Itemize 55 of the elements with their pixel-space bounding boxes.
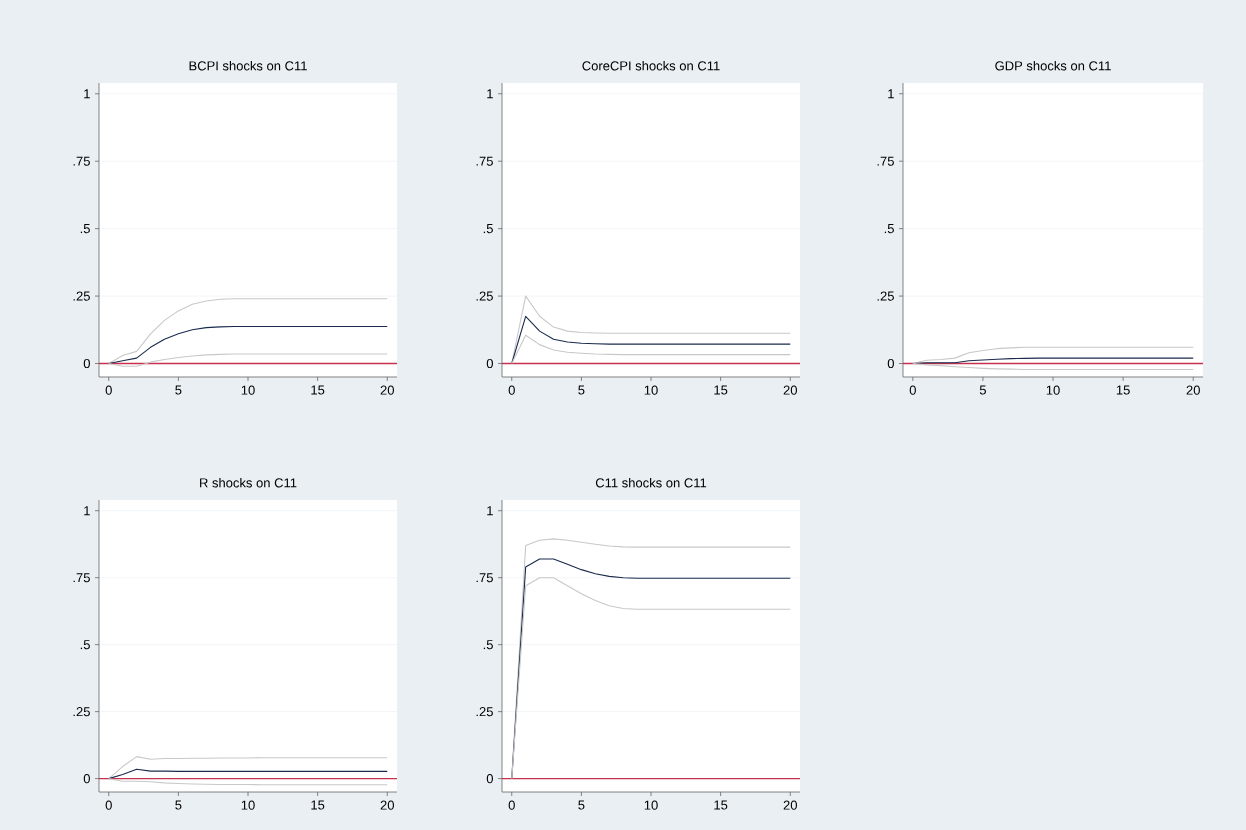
x-tick-label: 5 — [578, 800, 585, 810]
y-tick-label: .5 — [80, 640, 90, 650]
chart-title: CoreCPI shocks on C11 — [582, 60, 720, 71]
x-tick-label: 0 — [105, 385, 112, 395]
chart-title: R shocks on C11 — [200, 477, 297, 488]
x-tick-label: 15 — [714, 800, 728, 810]
y-tick-label: .75 — [877, 156, 894, 166]
y-tick-label: .5 — [884, 224, 894, 234]
x-tick-label: 0 — [508, 800, 515, 810]
y-tick-label: 1 — [84, 506, 90, 516]
x-tick-label: 15 — [311, 385, 325, 395]
y-tick-label: 0 — [486, 358, 493, 369]
x-tick-label: 20 — [783, 385, 797, 395]
x-tick-label: 10 — [241, 800, 255, 810]
x-tick-label: 5 — [578, 385, 585, 395]
y-tick-label: .75 — [476, 156, 493, 166]
x-tick-label: 20 — [1186, 385, 1200, 395]
y-tick-label: .5 — [80, 224, 90, 234]
y-tick-label: .25 — [73, 707, 90, 717]
x-tick-label: 15 — [311, 800, 325, 810]
x-tick-label: 20 — [380, 800, 394, 810]
x-tick-label: 0 — [105, 800, 112, 810]
y-tick-label: 0 — [887, 358, 894, 369]
y-tick-label: .25 — [73, 291, 90, 301]
y-tick-label: .5 — [483, 640, 493, 650]
y-tick-label: 0 — [486, 774, 493, 784]
x-tick-label: 10 — [644, 385, 658, 395]
y-tick-label: 1 — [487, 89, 493, 99]
x-tick-label: 10 — [1046, 385, 1060, 395]
x-tick-label: 15 — [1116, 385, 1130, 395]
x-tick-label: 10 — [644, 800, 658, 810]
y-tick-label: 0 — [83, 774, 90, 784]
y-tick-label: .75 — [73, 156, 90, 166]
x-tick-label: 20 — [783, 800, 797, 810]
x-tick-label: 5 — [175, 385, 182, 395]
chart-title: C11 shocks on C11 — [595, 477, 707, 488]
y-tick-label: 1 — [888, 89, 894, 99]
y-tick-label: 1 — [487, 506, 493, 516]
y-tick-label: .75 — [476, 573, 493, 583]
y-tick-label: 1 — [84, 89, 90, 99]
y-tick-label: .5 — [483, 224, 493, 234]
y-tick-label: .25 — [476, 291, 493, 301]
x-tick-label: 5 — [175, 800, 182, 810]
x-tick-label: 0 — [909, 385, 916, 395]
x-tick-label: 0 — [508, 385, 515, 395]
chart-title: GDP shocks on C11 — [995, 60, 1111, 71]
x-tick-label: 20 — [380, 385, 394, 395]
x-tick-label: 5 — [979, 385, 986, 395]
x-tick-label: 10 — [241, 385, 255, 395]
y-tick-label: .25 — [877, 291, 894, 301]
chart-title: BCPI shocks on C11 — [189, 60, 307, 71]
y-tick-label: .75 — [73, 573, 90, 583]
x-tick-label: 15 — [714, 385, 728, 395]
y-tick-label: 0 — [83, 358, 90, 369]
y-tick-label: .25 — [476, 707, 493, 717]
